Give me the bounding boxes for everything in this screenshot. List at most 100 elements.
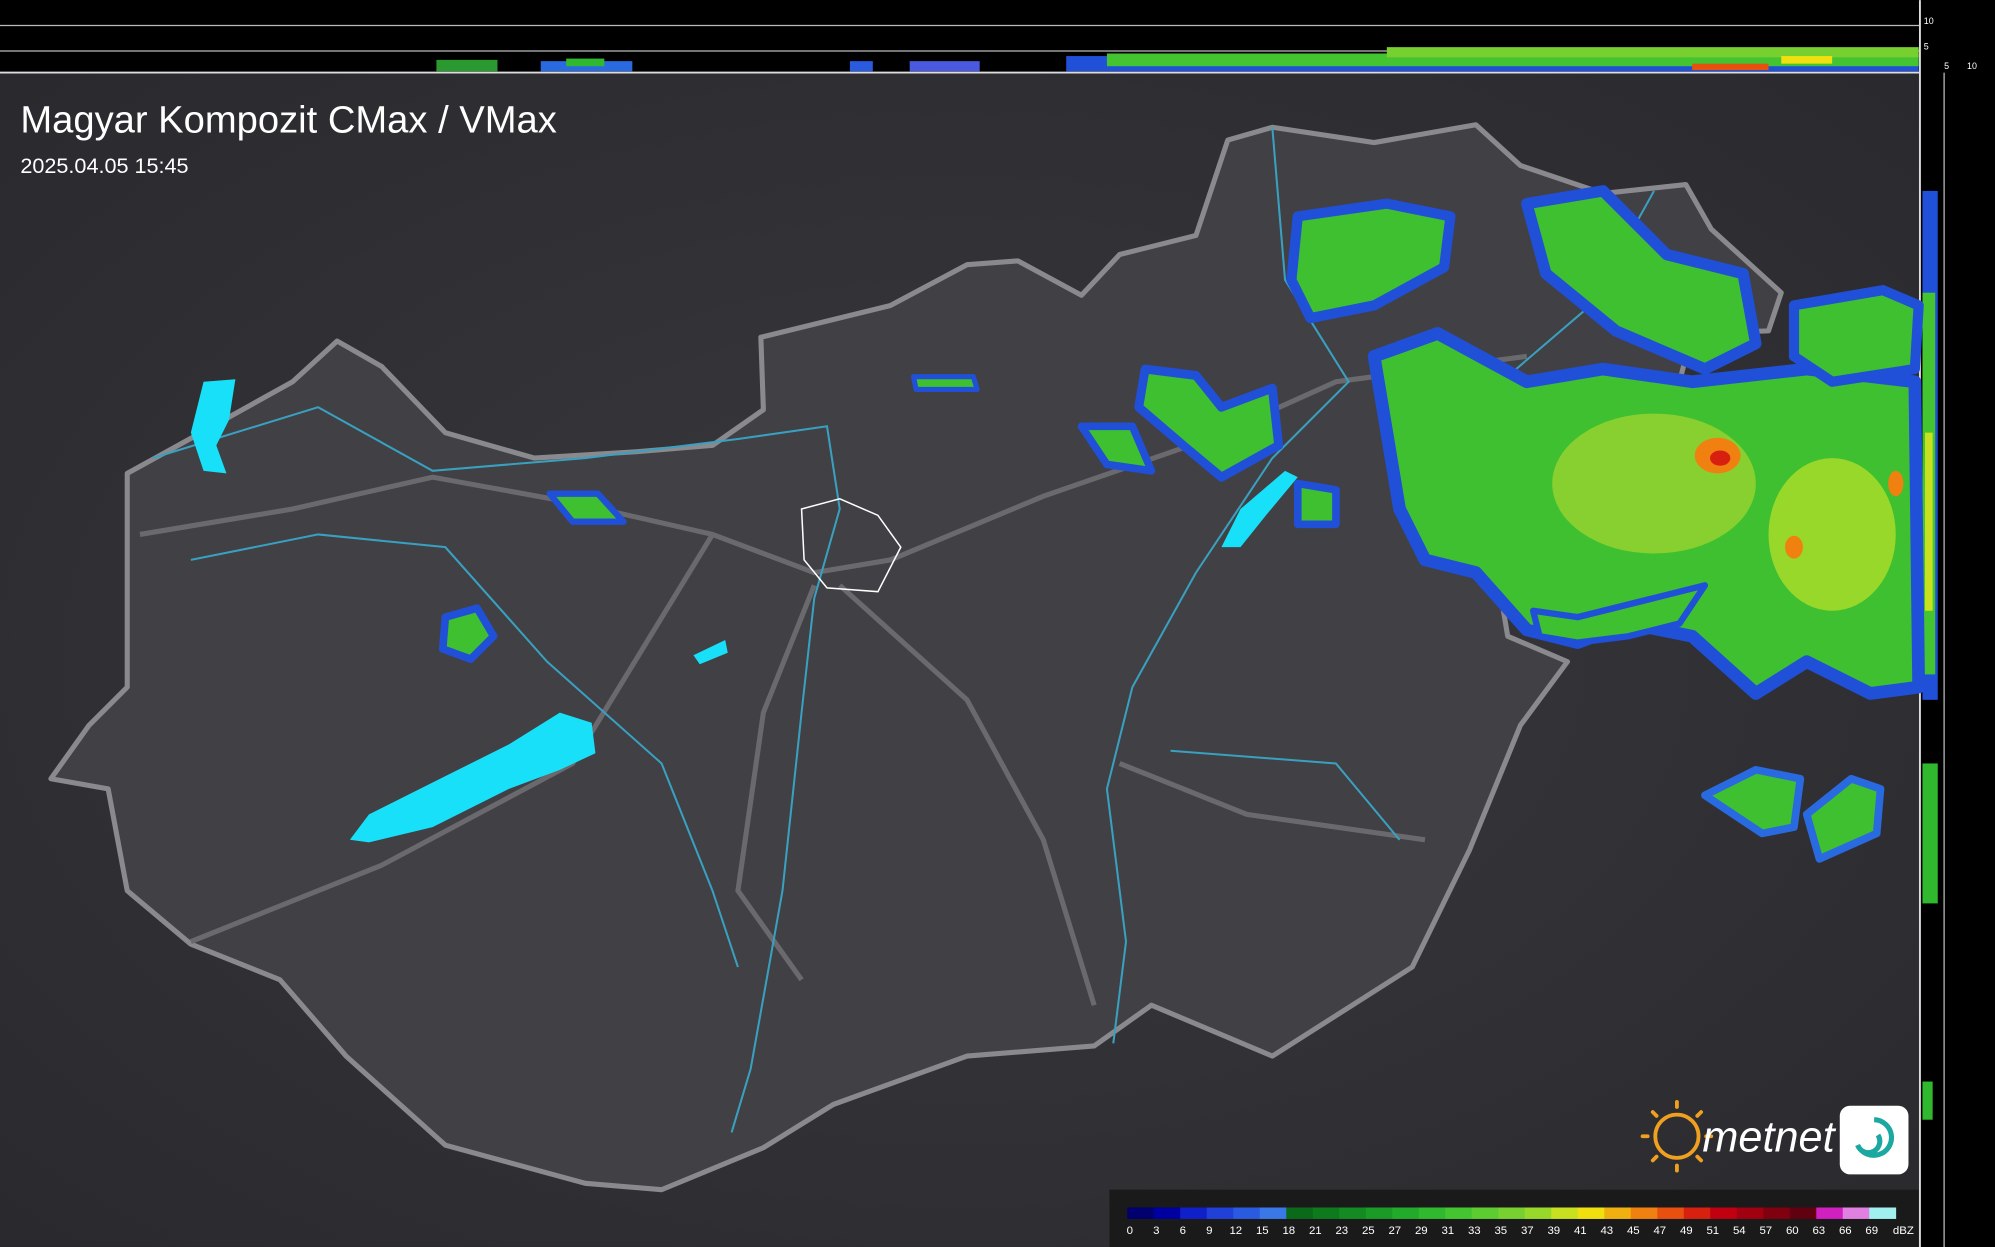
echo-core xyxy=(1785,535,1803,559)
legend-swatch xyxy=(1312,1207,1340,1219)
legend-unit: dBZ xyxy=(1893,1225,1914,1237)
profile-echo xyxy=(436,59,498,72)
profile-echo xyxy=(909,61,980,72)
river xyxy=(152,406,841,1133)
logo-swirl xyxy=(1855,1117,1895,1158)
legend-swatch xyxy=(1604,1207,1632,1219)
echo xyxy=(1802,774,1885,863)
echo xyxy=(1286,198,1456,324)
legend-label: 39 xyxy=(1547,1225,1560,1237)
road xyxy=(189,533,715,944)
profile-echo xyxy=(849,61,873,72)
lake xyxy=(1221,470,1298,548)
legend: 0 3 6 9 12 15 18 21 23 25 27 29 31 33 35 37 39 41 43 45 47 49… xyxy=(1127,1207,1914,1237)
profile-echo xyxy=(1692,63,1769,71)
legend-swatch xyxy=(1710,1207,1738,1219)
legend-swatch xyxy=(1736,1207,1764,1219)
profile-echo xyxy=(566,58,605,67)
legend-label: 69 xyxy=(1865,1225,1878,1237)
legend-swatch xyxy=(1365,1207,1393,1219)
echo xyxy=(1293,479,1340,529)
legend-label: 31 xyxy=(1441,1225,1454,1237)
legend-label: 21 xyxy=(1309,1225,1322,1237)
scale-label: 5 xyxy=(1924,42,1929,52)
profile-echo xyxy=(1925,432,1933,611)
legend-swatch xyxy=(1418,1207,1446,1219)
timestamp: 2025.04.05 15:45 xyxy=(20,153,188,178)
legend-swatch xyxy=(1153,1207,1181,1219)
echo-core xyxy=(1552,413,1756,554)
legend-swatch xyxy=(1630,1207,1658,1219)
legend-swatch xyxy=(1498,1207,1526,1219)
echo-core xyxy=(1888,470,1904,497)
legend-label: 25 xyxy=(1362,1225,1375,1237)
legend-label: 33 xyxy=(1468,1225,1481,1237)
echo xyxy=(438,604,498,663)
logo-text: metnet xyxy=(1702,1114,1836,1162)
legend-label: 9 xyxy=(1206,1225,1212,1237)
river xyxy=(190,533,739,968)
lakes xyxy=(190,379,1298,843)
legend-label: 18 xyxy=(1282,1225,1295,1237)
legend-label: 57 xyxy=(1759,1225,1772,1237)
legend-swatch xyxy=(1180,1207,1208,1219)
legend-label: 49 xyxy=(1680,1225,1693,1237)
echo xyxy=(1077,422,1156,475)
profile-echo xyxy=(1922,1081,1933,1120)
profile-echo xyxy=(1386,47,1919,58)
logo-box xyxy=(1839,1105,1909,1175)
legend-swatch xyxy=(1577,1207,1605,1219)
profile-echo xyxy=(1922,763,1938,904)
legend-swatch xyxy=(1842,1207,1870,1219)
legend-label: 43 xyxy=(1600,1225,1613,1237)
legend-label: 37 xyxy=(1521,1225,1534,1237)
legend-swatch xyxy=(1445,1207,1473,1219)
legend-swatch xyxy=(1763,1207,1791,1219)
scale-label: 5 xyxy=(1944,61,1949,71)
legend-label: 6 xyxy=(1180,1225,1186,1237)
legend-label: 60 xyxy=(1786,1225,1799,1237)
legend-label: 66 xyxy=(1839,1225,1852,1237)
legend-label: 12 xyxy=(1229,1225,1242,1237)
legend-label: 63 xyxy=(1812,1225,1825,1237)
legend-swatch xyxy=(1869,1207,1897,1219)
city-outline xyxy=(800,498,902,593)
road xyxy=(735,584,817,982)
legend-swatch xyxy=(1392,1207,1420,1219)
road xyxy=(1118,761,1426,843)
echo xyxy=(1134,364,1284,482)
profile-echo xyxy=(1781,56,1833,64)
logo-sun xyxy=(1653,1112,1701,1160)
legend-swatch xyxy=(1471,1207,1499,1219)
echo xyxy=(1701,766,1805,838)
legend-label: 51 xyxy=(1706,1225,1719,1237)
echo-core xyxy=(1710,450,1731,466)
legend-label: 54 xyxy=(1733,1225,1746,1237)
legend-swatch xyxy=(1206,1207,1234,1219)
legend-label: 29 xyxy=(1415,1225,1428,1237)
lake xyxy=(349,712,596,843)
legend-label: 35 xyxy=(1494,1225,1507,1237)
echo xyxy=(1529,582,1709,646)
legend-swatch xyxy=(1339,1207,1367,1219)
legend-label: 0 xyxy=(1127,1225,1133,1237)
radar-echoes xyxy=(438,185,1926,863)
legend-swatch xyxy=(1127,1207,1155,1219)
logo-rays xyxy=(1640,1099,1714,1173)
legend-swatch xyxy=(1524,1207,1552,1219)
lake xyxy=(693,640,728,665)
legend-label: 47 xyxy=(1653,1225,1666,1237)
echo xyxy=(1521,185,1762,375)
echo-core xyxy=(1768,458,1896,611)
legend-label: 27 xyxy=(1388,1225,1401,1237)
echo xyxy=(1788,285,1924,387)
scale-label: 10 xyxy=(1924,16,1934,26)
legend-label: 41 xyxy=(1574,1225,1587,1237)
road xyxy=(838,583,1097,1006)
legend-swatch xyxy=(1657,1207,1685,1219)
legend-swatch xyxy=(1233,1207,1261,1219)
legend-label: 45 xyxy=(1627,1225,1640,1237)
legend-swatch xyxy=(1683,1207,1711,1219)
river xyxy=(1170,749,1401,841)
